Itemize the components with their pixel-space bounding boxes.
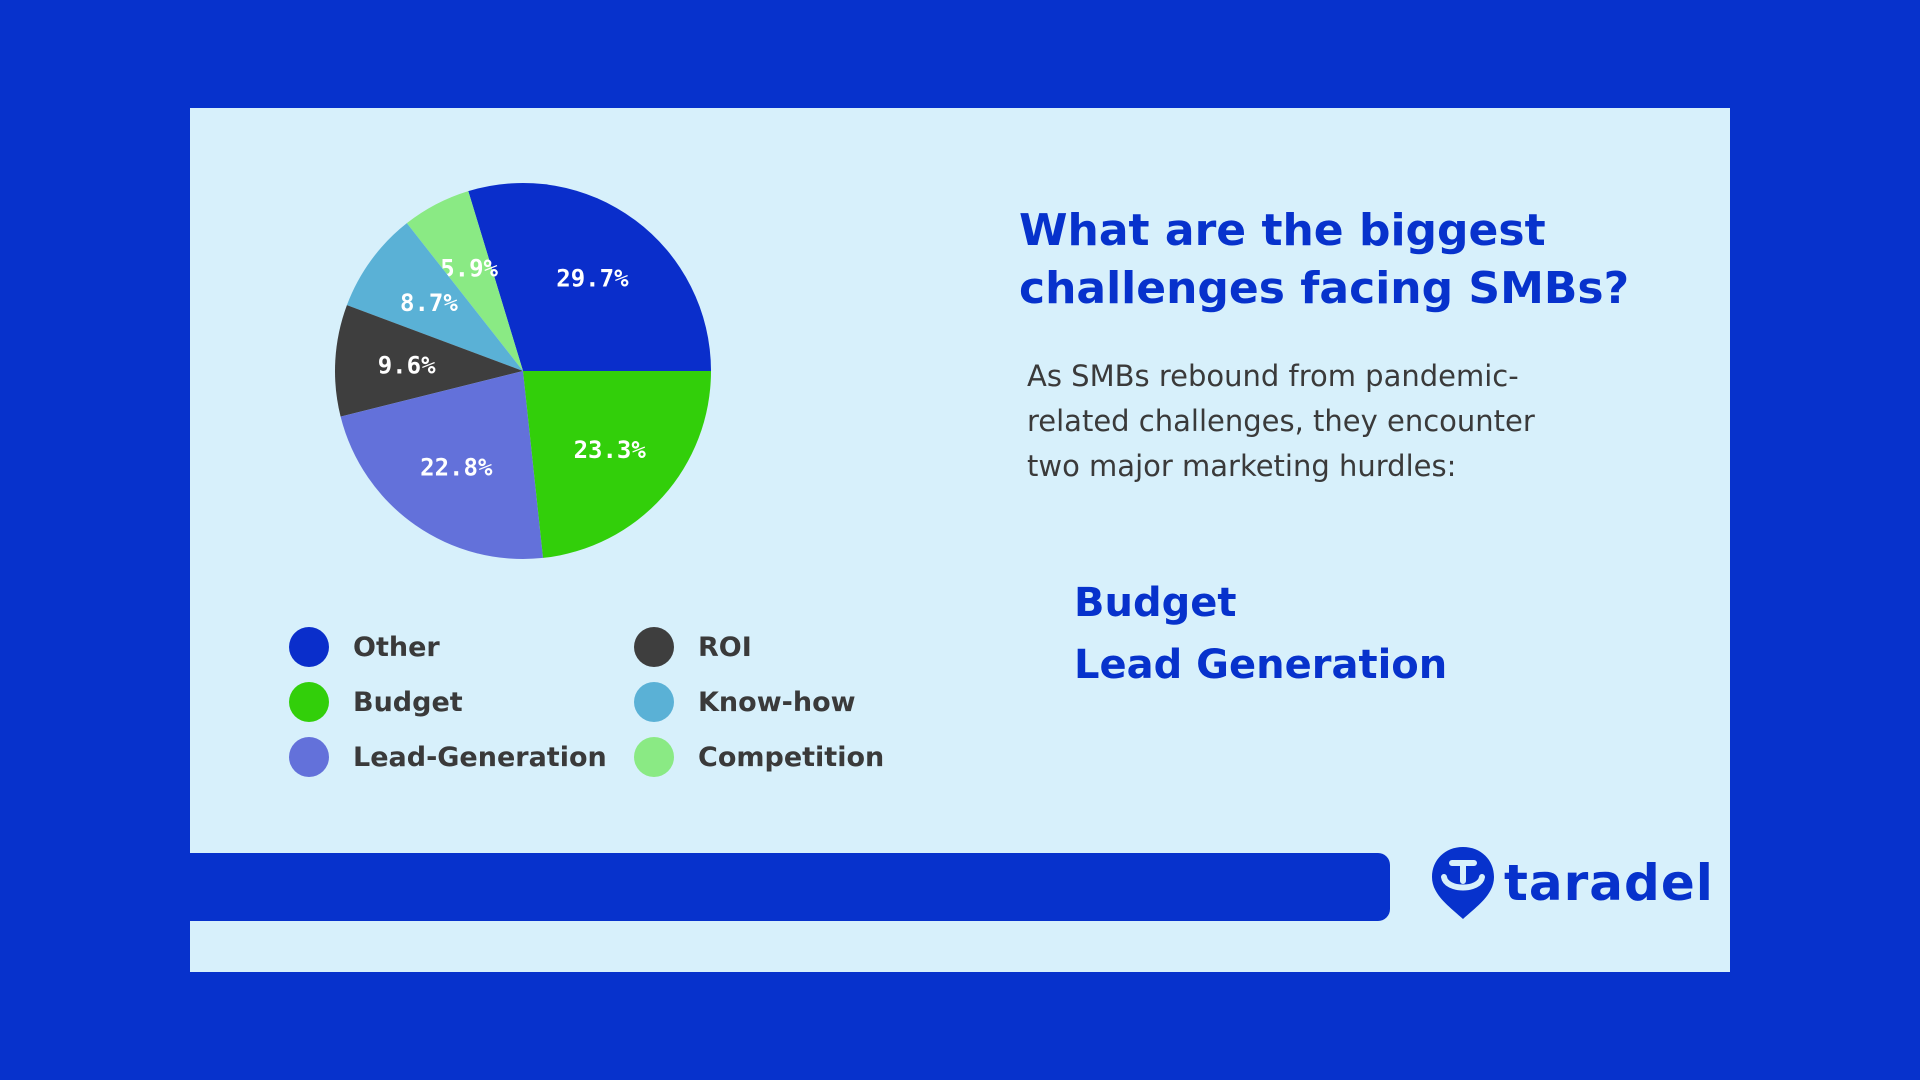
page-title: What are the biggest challenges facing S…	[1019, 205, 1630, 314]
legend-dot	[289, 682, 329, 722]
pie-slice-competition	[406, 191, 523, 371]
pie-slice-budget	[523, 371, 711, 558]
legend-item-roi: ROI	[634, 627, 752, 667]
legend-label: Competition	[698, 741, 885, 773]
pie-chart: 29.7% 5.9% 8.7% 9.6% 22.8% 23.3%	[335, 183, 711, 559]
pie-slice-roi	[335, 305, 523, 417]
infographic-card: 29.7% 5.9% 8.7% 9.6% 22.8% 23.3% Other Budget…	[190, 108, 1730, 972]
pie-label-competition: 5.9%	[440, 255, 498, 283]
hurdle-budget: Budget	[1074, 580, 1237, 626]
legend-dot	[634, 627, 674, 667]
legend-dot	[634, 682, 674, 722]
legend-dot	[289, 737, 329, 777]
pie-label-other: 29.7%	[556, 264, 629, 292]
legend-dot	[634, 737, 674, 777]
decorative-bar	[190, 853, 1390, 921]
pie-slice-know-how	[346, 223, 523, 371]
logo-wordmark: taradel	[1504, 854, 1714, 912]
legend-label: Budget	[353, 686, 463, 718]
legend-dot	[289, 627, 329, 667]
pie-label-budget: 23.3%	[574, 436, 647, 464]
legend-label: Other	[353, 631, 440, 663]
location-pin-smile-icon	[1432, 847, 1494, 919]
pie-slice-other	[468, 183, 711, 371]
legend-item-other: Other	[289, 627, 440, 667]
legend-item-lead-generation: Lead-Generation	[289, 737, 607, 777]
taradel-logo: taradel	[1430, 845, 1714, 921]
legend-item-budget: Budget	[289, 682, 463, 722]
legend-item-competition: Competition	[634, 737, 884, 777]
hurdle-lead-generation: Lead Generation	[1074, 642, 1448, 688]
legend-label: ROI	[698, 631, 752, 663]
pie-label-know-how: 8.7%	[400, 289, 458, 317]
legend-item-know-how: Know-how	[634, 682, 856, 722]
legend-label: Know-how	[698, 686, 856, 718]
body-text: As SMBs rebound from pandemic-related ch…	[1027, 359, 1535, 483]
pie-label-roi: 9.6%	[378, 351, 436, 379]
pie-label-lead-generation: 22.8%	[420, 454, 493, 482]
pie-slice-lead-generation	[340, 371, 544, 559]
legend-label: Lead-Generation	[353, 741, 607, 773]
